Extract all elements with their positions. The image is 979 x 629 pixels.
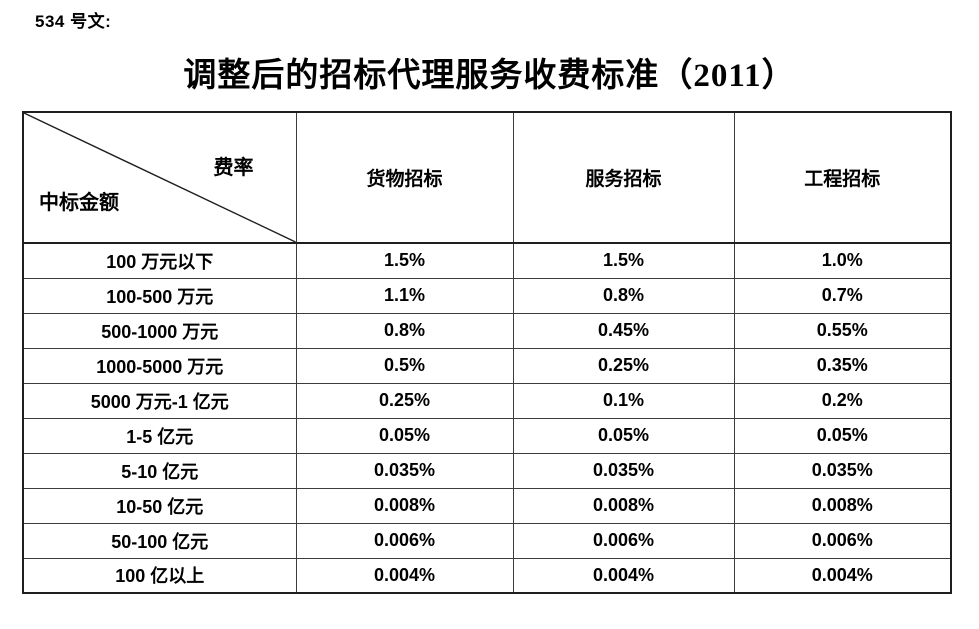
amount-cell: 1-5 亿元 [22, 417, 297, 454]
rate-cell: 0.006% [512, 522, 735, 559]
rate-cell: 0.008% [295, 487, 514, 524]
amount-cell: 5-10 亿元 [22, 452, 297, 489]
rate-cell: 0.004% [733, 557, 952, 594]
rate-cell: 0.8% [295, 312, 514, 349]
doc-number-label: 534 号文: [35, 12, 112, 31]
rate-cell: 0.035% [512, 452, 735, 489]
rate-cell: 0.05% [512, 417, 735, 454]
amount-cell: 100 万元以下 [22, 242, 297, 279]
rate-cell: 1.1% [295, 277, 514, 314]
table-row: 100-500 万元 1.1% 0.8% 0.7% [22, 277, 952, 314]
rate-cell: 0.25% [295, 382, 514, 419]
amount-cell: 100 亿以上 [22, 557, 297, 594]
amount-cell: 50-100 亿元 [22, 522, 297, 559]
amount-cell: 10-50 亿元 [22, 487, 297, 524]
rate-cell: 1.5% [512, 242, 735, 279]
rate-cell: 0.2% [733, 382, 952, 419]
table-row: 5000 万元-1 亿元 0.25% 0.1% 0.2% [22, 382, 952, 419]
table-row: 10-50 亿元 0.008% 0.008% 0.008% [22, 487, 952, 524]
corner-header-cell: 费率 中标金额 [22, 111, 297, 244]
rate-cell: 0.006% [295, 522, 514, 559]
rate-cell: 0.5% [295, 347, 514, 384]
fee-standard-table: 费率 中标金额 货物招标 服务招标 工程招标 100 万元以下 1.5% 1.5% 1… [22, 111, 952, 594]
rate-cell: 0.006% [733, 522, 952, 559]
table-row: 100 亿以上 0.004% 0.004% 0.004% [22, 557, 952, 594]
rate-cell: 0.004% [295, 557, 514, 594]
table-body: 100 万元以下 1.5% 1.5% 1.0% 100-500 万元 1.1% 0.8% 0.… [22, 242, 952, 594]
page-title: 调整后的招标代理服务收费标准（2011） [183, 58, 796, 94]
rate-cell: 0.25% [512, 347, 735, 384]
table-row: 1000-5000 万元 0.5% 0.25% 0.35% [22, 347, 952, 384]
header-row: 费率 中标金额 货物招标 服务招标 工程招标 [22, 111, 952, 244]
rate-cell: 0.05% [295, 417, 514, 454]
rate-cell: 0.35% [733, 347, 952, 384]
rate-cell: 0.008% [733, 487, 952, 524]
column-header-goods: 货物招标 [295, 111, 514, 244]
rate-cell: 0.45% [512, 312, 735, 349]
table-row: 500-1000 万元 0.8% 0.45% 0.55% [22, 312, 952, 349]
amount-cell: 500-1000 万元 [22, 312, 297, 349]
amount-cell: 5000 万元-1 亿元 [22, 382, 297, 419]
rate-cell: 1.5% [295, 242, 514, 279]
rate-cell: 0.035% [295, 452, 514, 489]
table-row: 5-10 亿元 0.035% 0.035% 0.035% [22, 452, 952, 489]
rate-cell: 0.7% [733, 277, 952, 314]
diagonal-divider-line [24, 113, 296, 242]
amount-cell: 1000-5000 万元 [22, 347, 297, 384]
corner-label-amount: 中标金额 [39, 192, 119, 214]
rate-cell: 1.0% [733, 242, 952, 279]
rate-cell: 0.1% [512, 382, 735, 419]
column-header-engineering: 工程招标 [733, 111, 952, 244]
rate-cell: 0.8% [512, 277, 735, 314]
amount-cell: 100-500 万元 [22, 277, 297, 314]
rate-cell: 0.008% [512, 487, 735, 524]
column-header-services: 服务招标 [512, 111, 735, 244]
table-row: 1-5 亿元 0.05% 0.05% 0.05% [22, 417, 952, 454]
rate-cell: 0.05% [733, 417, 952, 454]
rate-cell: 0.035% [733, 452, 952, 489]
table-row: 50-100 亿元 0.006% 0.006% 0.006% [22, 522, 952, 559]
rate-cell: 0.55% [733, 312, 952, 349]
table-row: 100 万元以下 1.5% 1.5% 1.0% [22, 242, 952, 279]
corner-label-rate: 费率 [213, 157, 254, 179]
rate-cell: 0.004% [512, 557, 735, 594]
